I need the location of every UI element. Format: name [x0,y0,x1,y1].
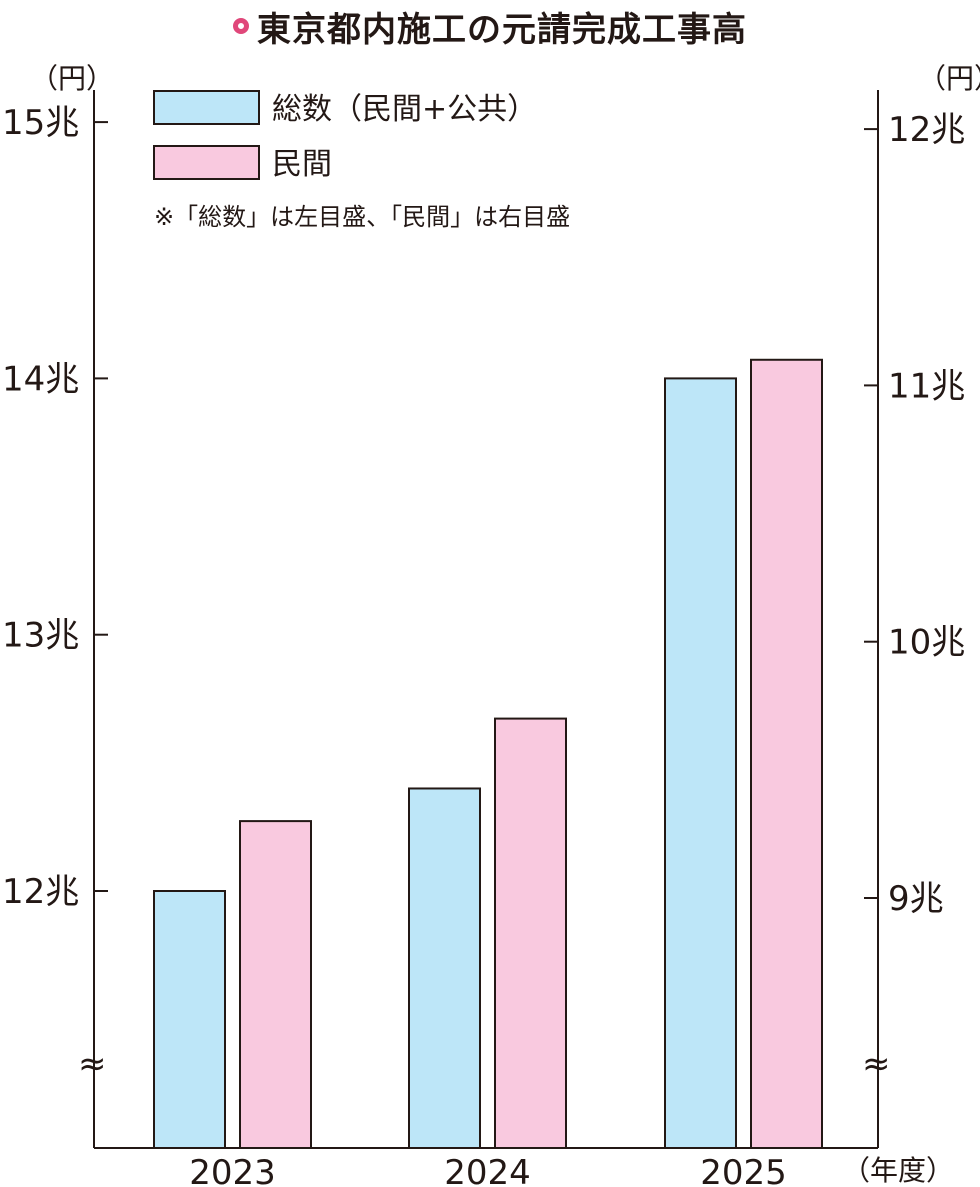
title-text: 東京都内施工の元請完成工事高 [257,9,747,50]
x-unit-label: （年度） [842,1154,954,1187]
title-bullet-icon [233,18,249,34]
left-tick-label: 12兆 [2,872,79,912]
right-unit-label: （円） [918,62,980,95]
legend-swatch-total [153,90,260,125]
left-unit-label: （円） [30,62,114,95]
right-axis-break: ≈ [862,1044,891,1084]
left-tick-label: 14兆 [2,359,79,399]
left-axis-break: ≈ [78,1044,107,1084]
x-tick-label: 2023 [189,1153,276,1187]
bar-private-2024 [494,717,567,1150]
bar-private-2023 [239,820,312,1149]
legend-note: ※「総数」は左目盛、「民間」は右目盛 [154,203,570,231]
right-tick-label: 10兆 [888,623,965,663]
legend-label-total: 総数（民間+公共） [272,92,537,127]
right-tick-label: 11兆 [888,366,965,406]
left-tick-label: 15兆 [2,103,79,143]
x-tick-label: 2025 [700,1153,787,1187]
legend-label-private: 民間 [272,147,332,182]
legend-swatch-private [153,145,260,180]
left-tick-label: 13兆 [2,616,79,656]
x-tick-label: 2024 [444,1153,531,1187]
bar-private-2025 [750,358,823,1149]
right-tick-label: 12兆 [888,110,965,150]
bar-total-2025 [664,377,737,1149]
chart-title: 東京都内施工の元請完成工事高 [0,0,980,52]
right-tick-label: 9兆 [888,879,944,919]
bar-total-2023 [153,890,226,1149]
bar-total-2024 [408,787,481,1149]
